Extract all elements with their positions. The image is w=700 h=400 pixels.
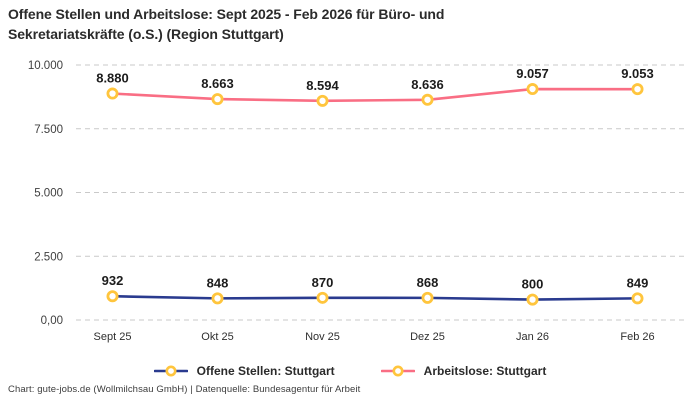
legend-marker-icon [153, 365, 188, 377]
data-point-arbeitslose-stuttgart-okt-25[interactable] [211, 93, 224, 106]
chart-title: Offene Stellen und Arbeitslose: Sept 202… [8, 4, 668, 45]
data-label-offene-stellen-stuttgart-okt-25: 848 [207, 275, 229, 290]
data-point-offene-stellen-stuttgart-sept-25[interactable] [106, 290, 119, 303]
data-point-offene-stellen-stuttgart-dez-25[interactable] [421, 291, 434, 304]
series-line-offene-stellen-stuttgart [111, 294, 639, 301]
data-label-offene-stellen-stuttgart-dez-25: 868 [417, 275, 439, 290]
data-point-offene-stellen-stuttgart-feb-26[interactable] [631, 292, 644, 305]
legend-item-arbeitslose-stuttgart[interactable]: Arbeitslose: Stuttgart [380, 364, 547, 378]
x-axis-tick-label-feb-26: Feb 26 [620, 331, 654, 343]
x-axis-tick-label-sept-25: Sept 25 [94, 331, 132, 343]
y-axis-tick-label: 2.500 [34, 251, 63, 263]
legend-label: Offene Stellen: Stuttgart [196, 364, 335, 378]
data-label-arbeitslose-stuttgart-okt-25: 8.663 [201, 76, 234, 91]
data-label-offene-stellen-stuttgart-sept-25: 932 [102, 273, 124, 288]
x-axis-tick-label-nov-25: Nov 25 [305, 331, 340, 343]
x-axis-tick-label-dez-25: Dez 25 [410, 331, 445, 343]
legend-label: Arbeitslose: Stuttgart [423, 364, 547, 378]
data-label-arbeitslose-stuttgart-sept-25: 8.880 [96, 71, 129, 86]
data-label-arbeitslose-stuttgart-dez-25: 8.636 [411, 77, 444, 92]
y-axis-tick-label: 7.500 [34, 124, 63, 136]
chart-title-line-1: Offene Stellen und Arbeitslose: Sept 202… [8, 6, 445, 22]
data-point-offene-stellen-stuttgart-jan-26[interactable] [526, 293, 539, 306]
data-point-offene-stellen-stuttgart-okt-25[interactable] [211, 292, 224, 305]
x-axis-tick-label-okt-25: Okt 25 [201, 331, 233, 343]
data-label-arbeitslose-stuttgart-jan-26: 9.057 [516, 66, 549, 81]
chart-title-line-2: Sekretariatskräfte (o.S.) (Region Stuttg… [8, 26, 284, 43]
data-point-arbeitslose-stuttgart-sept-25[interactable] [106, 87, 119, 100]
data-label-arbeitslose-stuttgart-feb-26: 9.053 [621, 66, 654, 81]
legend-item-offene-stellen-stuttgart[interactable]: Offene Stellen: Stuttgart [153, 364, 335, 378]
data-label-arbeitslose-stuttgart-nov-25: 8.594 [306, 78, 339, 93]
data-label-offene-stellen-stuttgart-jan-26: 800 [522, 277, 544, 292]
data-point-arbeitslose-stuttgart-feb-26[interactable] [631, 83, 644, 96]
data-point-arbeitslose-stuttgart-dez-25[interactable] [421, 93, 434, 106]
chart-source-attribution: Chart: gute-jobs.de (Wollmilchsau GmbH) … [8, 384, 361, 395]
data-point-arbeitslose-stuttgart-nov-25[interactable] [316, 94, 329, 107]
data-point-arbeitslose-stuttgart-jan-26[interactable] [526, 83, 539, 96]
y-axis-tick-label: 0,00 [41, 315, 63, 327]
data-label-offene-stellen-stuttgart-feb-26: 849 [627, 275, 649, 290]
data-point-offene-stellen-stuttgart-nov-25[interactable] [316, 291, 329, 304]
y-axis-tick-label: 5.000 [34, 188, 63, 200]
series-line-arbeitslose-stuttgart [111, 87, 639, 103]
x-axis-tick-label-jan-26: Jan 26 [516, 331, 549, 343]
chart-legend: Offene Stellen: Stuttgart Arbeitslose: St… [0, 359, 700, 383]
data-label-offene-stellen-stuttgart-nov-25: 870 [312, 275, 334, 290]
y-axis-tick-label: 10.000 [28, 60, 63, 72]
legend-marker-icon [380, 365, 415, 377]
